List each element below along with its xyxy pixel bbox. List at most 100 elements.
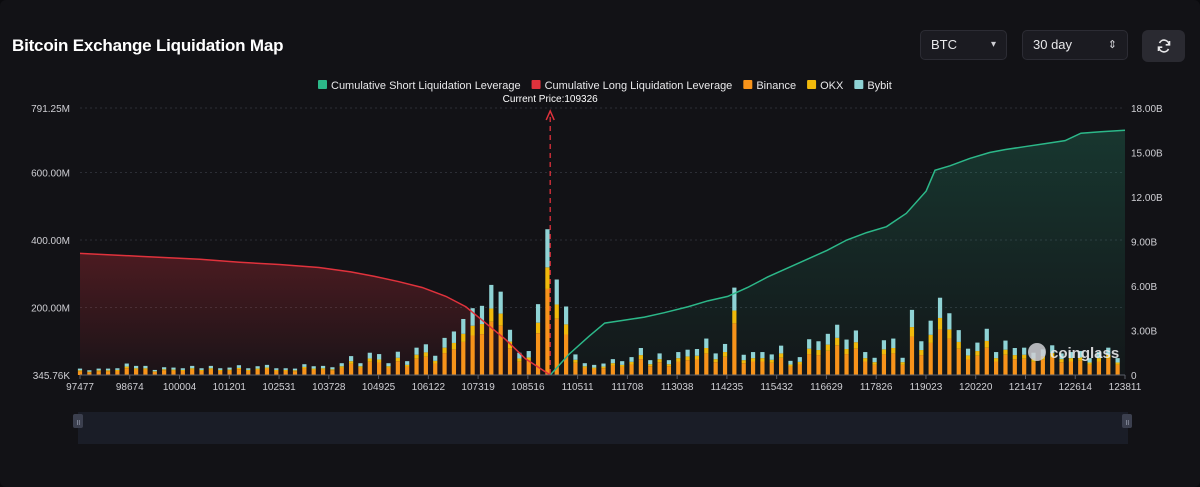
liquidation-bar[interactable]: [919, 341, 924, 375]
liquidation-bar[interactable]: [994, 352, 999, 375]
liquidation-bar[interactable]: [676, 352, 681, 375]
liquidation-bar[interactable]: [573, 354, 578, 375]
liquidation-bar[interactable]: [302, 364, 307, 375]
liquidation-bar[interactable]: [956, 330, 961, 375]
liquidation-bar[interactable]: [984, 328, 989, 375]
liquidation-bar[interactable]: [208, 365, 213, 375]
range-slider-right-handle[interactable]: [1122, 414, 1132, 428]
liquidation-bar[interactable]: [900, 357, 905, 375]
symbol-select[interactable]: BTC ▾: [920, 30, 1007, 60]
liquidation-bar[interactable]: [704, 338, 709, 375]
liquidation-bar[interactable]: [264, 364, 270, 375]
liquidation-bar[interactable]: [816, 341, 821, 375]
liquidation-bar[interactable]: [124, 363, 129, 375]
liquidation-bar[interactable]: [825, 333, 830, 375]
liquidation-bar[interactable]: [199, 368, 204, 375]
liquidation-bar[interactable]: [320, 365, 326, 375]
liquidation-bar[interactable]: [863, 352, 868, 375]
liquidation-bar[interactable]: [844, 339, 849, 375]
liquidation-bar[interactable]: [162, 367, 167, 375]
liquidation-bar[interactable]: [788, 360, 793, 375]
liquidation-bar[interactable]: [694, 349, 700, 375]
liquidation-bar[interactable]: [872, 357, 877, 375]
liquidation-bar[interactable]: [620, 361, 625, 375]
legend-swatch-bybit[interactable]: [854, 80, 864, 89]
liquidation-bar[interactable]: [722, 343, 728, 375]
liquidation-bar[interactable]: [377, 354, 382, 375]
legend-item-okx[interactable]: OKX: [820, 80, 844, 92]
liquidation-bar[interactable]: [171, 367, 176, 375]
liquidation-bar[interactable]: [601, 363, 606, 375]
liquidation-bar[interactable]: [592, 364, 597, 375]
liquidation-bar[interactable]: [367, 352, 372, 375]
liquidation-bar[interactable]: [1050, 345, 1055, 375]
period-select[interactable]: 30 day ⇕: [1022, 30, 1128, 60]
liquidation-bar[interactable]: [479, 305, 485, 375]
liquidation-bar[interactable]: [526, 351, 531, 375]
liquidation-bar[interactable]: [489, 284, 494, 375]
liquidation-bar[interactable]: [909, 309, 915, 375]
liquidation-bar[interactable]: [395, 351, 400, 375]
liquidation-bar[interactable]: [180, 368, 185, 375]
liquidation-bar[interactable]: [255, 366, 260, 375]
liquidation-bar[interactable]: [1078, 351, 1083, 375]
liquidation-bar[interactable]: [283, 368, 288, 375]
liquidation-bar[interactable]: [358, 363, 363, 375]
liquidation-bar[interactable]: [292, 368, 298, 375]
long-liquidation-line[interactable]: [79, 252, 551, 376]
liquidation-bar[interactable]: [451, 331, 457, 375]
liquidation-bar[interactable]: [1012, 348, 1017, 375]
liquidation-bar[interactable]: [732, 287, 737, 375]
liquidation-bar[interactable]: [274, 368, 279, 375]
liquidation-bar[interactable]: [152, 369, 157, 375]
liquidation-bar[interactable]: [1068, 352, 1074, 375]
liquidation-bar[interactable]: [517, 352, 522, 375]
legend-swatch-okx[interactable]: [807, 80, 817, 89]
liquidation-bar[interactable]: [807, 339, 812, 375]
liquidation-bar[interactable]: [470, 308, 475, 375]
liquidation-bar[interactable]: [77, 368, 83, 375]
liquidation-bar[interactable]: [666, 360, 672, 375]
liquidation-bar[interactable]: [610, 359, 615, 375]
liquidation-bar[interactable]: [1059, 353, 1064, 375]
liquidation-bar[interactable]: [1096, 352, 1102, 375]
liquidation-bar[interactable]: [928, 320, 933, 375]
liquidation-bar[interactable]: [685, 349, 690, 375]
liquidation-bar[interactable]: [554, 279, 559, 375]
liquidation-bar[interactable]: [545, 229, 550, 375]
liquidation-bar[interactable]: [433, 355, 438, 375]
legend-swatch-long[interactable]: [531, 80, 541, 89]
liquidation-bar[interactable]: [507, 329, 513, 375]
liquidation-bar[interactable]: [629, 357, 634, 375]
liquidation-bar[interactable]: [947, 313, 952, 375]
liquidation-bar[interactable]: [891, 338, 896, 375]
liquidation-bar[interactable]: [423, 344, 428, 375]
liquidation-bar[interactable]: [1087, 358, 1092, 375]
liquidation-bar[interactable]: [311, 366, 316, 375]
liquidation-bar[interactable]: [218, 368, 223, 375]
liquidation-bar[interactable]: [750, 352, 756, 375]
liquidation-bar[interactable]: [190, 365, 195, 375]
short-liquidation-line[interactable]: [549, 129, 1126, 376]
liquidation-bar[interactable]: [246, 368, 251, 375]
legend-swatch-short[interactable]: [318, 80, 327, 89]
liquidation-bar[interactable]: [115, 368, 120, 375]
legend-item-long[interactable]: Cumulative Long Liquidation Leverage: [545, 80, 733, 92]
liquidation-bar[interactable]: [760, 352, 765, 375]
liquidation-bar[interactable]: [648, 360, 653, 375]
liquidation-bar[interactable]: [1106, 347, 1111, 375]
liquidation-bar[interactable]: [339, 363, 344, 375]
legend-item-bybit[interactable]: Bybit: [867, 80, 891, 92]
liquidation-bar[interactable]: [713, 353, 718, 375]
liquidation-bar[interactable]: [105, 368, 111, 375]
liquidation-bar[interactable]: [96, 368, 101, 375]
liquidation-bar[interactable]: [405, 361, 410, 375]
liquidation-bar[interactable]: [564, 306, 569, 375]
liquidation-bar[interactable]: [965, 348, 971, 375]
liquidation-bar[interactable]: [638, 348, 643, 375]
liquidation-bar[interactable]: [657, 353, 662, 375]
liquidation-bar[interactable]: [835, 324, 840, 375]
liquidation-bar[interactable]: [386, 363, 391, 375]
refresh-button[interactable]: [1142, 30, 1185, 62]
liquidation-bar[interactable]: [498, 291, 503, 375]
